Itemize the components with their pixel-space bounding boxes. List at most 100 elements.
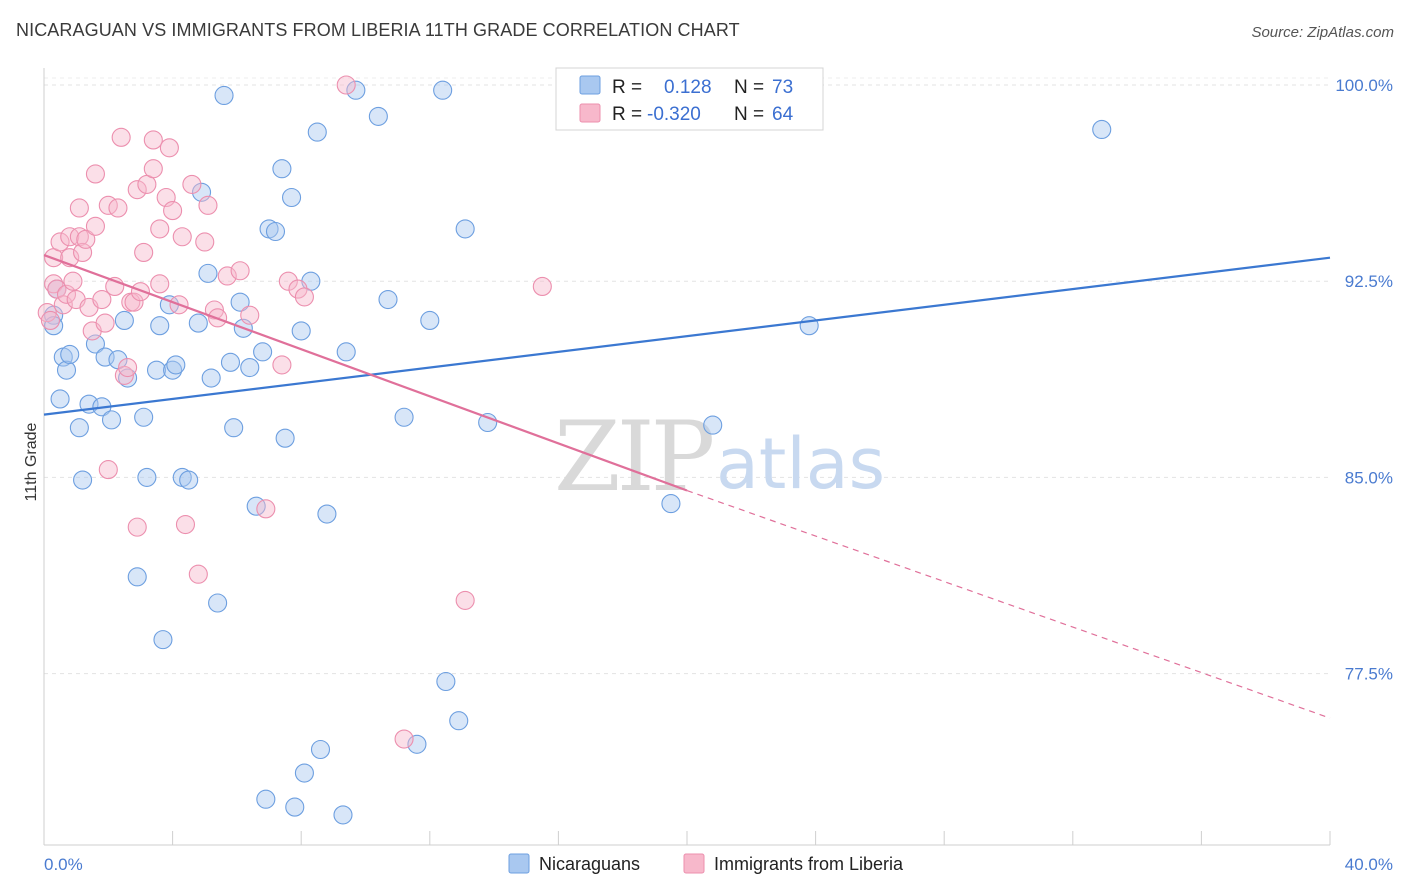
nicaraguans-point-52 [310,739,331,760]
nicaraguans-point-71 [1092,119,1112,140]
legend-n-value-2: 64 [772,104,794,125]
nicaraguans-point-31 [201,368,221,388]
liberia-point-49 [198,195,218,215]
bottom-legend-label-liberia: Immigrants from Liberia [714,854,904,874]
liberia-point-37 [143,159,163,179]
nicaraguans-point-15 [114,310,134,331]
bottom-legend-swatch-liberia [683,853,705,874]
liberia-point-13 [69,198,89,218]
liberia-point-48 [195,232,215,252]
legend-n-label-2: N = [734,104,764,125]
legend-r-label-2: R = [612,104,642,125]
nicaraguans-point-7 [69,418,89,438]
liberia-point-47 [188,564,208,584]
liberia-point-32 [127,180,147,200]
nicaraguans-point-32 [208,593,228,613]
nicaraguans-point-27 [179,470,199,490]
legend-r-label-1: R = [612,77,642,98]
nicaraguans-point-57 [368,106,388,126]
nicaraguans-point-34 [220,352,241,372]
chart-source: Source: ZipAtlas.com [1251,24,1394,41]
nicaraguans-point-38 [240,358,260,378]
liberia-point-21 [95,313,115,333]
liberia-point-22 [98,460,118,480]
y-tick-label-0: 77.5% [1345,665,1393,684]
nicaraguans-point-47 [285,797,305,817]
nicaraguans-point-58 [378,289,398,310]
liberia-point-5 [50,232,70,252]
nicaraguans-trend-line [43,256,1331,416]
nicaraguans-point-20 [146,360,167,380]
liberia-point-42 [163,201,183,221]
axes [43,68,1331,846]
nicaraguans-point-49 [294,763,314,783]
tick-labels: 77.5% 85.0% 92.5% 100.0% 0.0% 40.0% [44,76,1393,874]
nicaraguans-point-41 [256,789,276,809]
nicaraguans-point-56 [346,80,366,100]
nicaraguans-point-6 [60,344,80,365]
watermark-atlas: atlas [716,423,885,505]
nicaraguans-point-67 [661,494,681,514]
nicaraguans-point-3 [50,389,70,409]
nicaraguans-point-66 [478,412,498,433]
liberia-point-33 [130,282,150,302]
liberia-point-57 [278,271,298,291]
liberia-point-15 [76,229,96,249]
trend-lines [43,254,1331,719]
liberia-point-41 [159,138,179,158]
liberia-point-46 [182,174,202,194]
liberia-point-9 [60,227,80,247]
liberia-trend-extension [686,489,1331,719]
liberia-point-56 [272,355,292,375]
legend-n-value-1: 73 [772,77,793,98]
y-axis-label: 11th Grade [23,422,40,501]
x-tick-label-0: 0.0% [44,855,83,874]
nicaraguans-point-5 [56,360,77,380]
nicaraguans-point-55 [336,342,356,362]
liberia-point-59 [294,287,314,307]
legend-n-label-1: N = [734,77,764,98]
legend-r-value-2: -0.320 [647,104,701,125]
nicaraguans-point-36 [230,292,250,312]
nicaraguans-point-19 [137,467,157,487]
nicaraguans-point-18 [134,407,154,427]
liberia-point-34 [134,242,154,262]
liberia-point-61 [394,729,414,749]
bottom-legend: Nicaraguans Immigrants from Liberia [508,853,904,874]
data-points [37,75,1112,825]
liberia-point-45 [175,514,196,535]
liberia-point-25 [108,198,128,218]
legend-swatch-nicaraguans [579,75,601,95]
nicaraguans-point-25 [166,355,186,375]
watermark: ZIP atlas [554,401,885,513]
nicaraguans-point-21 [150,316,170,336]
liberia-point-58 [288,279,308,299]
liberia-point-18 [85,164,105,184]
nicaraguans-point-65 [455,219,475,239]
liberia-point-53 [230,261,250,281]
legend-swatch-liberia [579,103,601,123]
liberia-point-31 [127,517,147,537]
liberia-point-6 [53,295,73,315]
liberia-point-30 [124,292,144,312]
nicaraguans-point-68 [703,415,723,435]
y-tick-label-1: 85.0% [1345,468,1393,487]
top-legend: R = 0.128 N = 73 R = -0.320 N = 64 [555,67,824,131]
nicaraguans-point-53 [317,504,337,524]
liberia-point-20 [92,289,112,310]
nicaraguans-point-46 [282,187,302,208]
liberia-point-39 [150,219,170,239]
liberia-point-28 [118,358,138,378]
nicaraguans-point-44 [272,159,292,179]
liberia-point-52 [217,266,237,286]
liberia-point-10 [63,271,83,291]
liberia-point-19 [85,216,105,236]
chart-title: NICARAGUAN VS IMMIGRANTS FROM LIBERIA 11… [16,20,740,40]
nicaraguans-point-22 [153,630,173,650]
nicaraguans-point-48 [291,321,311,341]
liberia-point-62 [455,590,475,610]
nicaraguans-point-59 [394,407,414,427]
nicaraguans-point-61 [420,310,440,331]
liberia-point-3 [44,274,64,294]
